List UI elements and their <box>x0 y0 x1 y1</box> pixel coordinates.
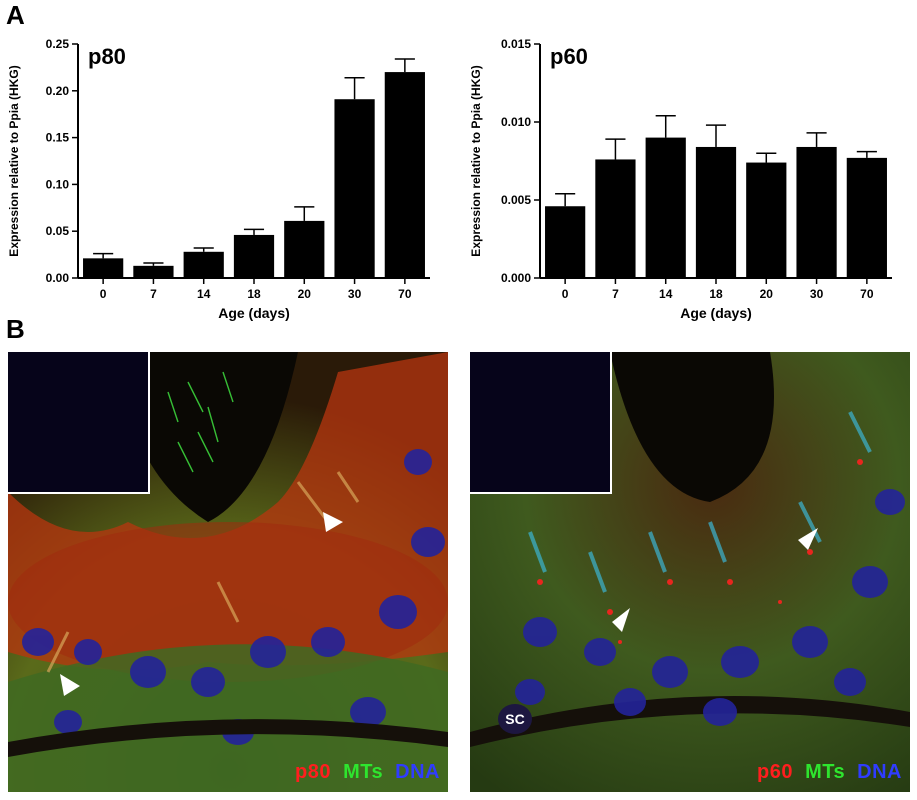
chart-p80: 0.00 0.05 0.10 0.15 0.20 0.25 0 7 14 18 20 30 70 p80 A… <box>7 37 430 321</box>
x-tick-label-30: 30 <box>348 287 362 301</box>
chart-p60: 0.000 0.005 0.010 0.015 0 7 14 18 20 30 70 p60 Age (… <box>469 37 892 321</box>
micrograph-p80: p80 MTs DNA <box>8 352 448 792</box>
panel-letter-b: B <box>6 314 25 344</box>
bar-18 <box>695 146 737 278</box>
x-tick-label-20: 20 <box>298 287 312 301</box>
x-tick-label-0: 0 <box>100 287 107 301</box>
x-tick-label-30: 30 <box>810 287 824 301</box>
y-tick-label: 0.015 <box>501 37 531 51</box>
y-tick-label: 0.05 <box>46 224 70 238</box>
bar-0 <box>545 206 586 278</box>
stain-label-mts: MTs <box>343 761 384 783</box>
y-tick-label: 0.005 <box>501 193 531 207</box>
panel-letter-a: A <box>6 0 25 30</box>
stain-label-dna: DNA <box>857 761 902 783</box>
sertoli-cell-marker: SC <box>498 704 532 734</box>
x-tick-label-14: 14 <box>659 287 673 301</box>
x-tick-label-14: 14 <box>197 287 211 301</box>
y-tick-label: 0.15 <box>46 131 70 145</box>
y-axis-label: Expression relative to Ppia (HKG) <box>469 65 483 256</box>
bar-18 <box>233 234 275 278</box>
y-tick-label: 0.25 <box>46 37 70 51</box>
stain-label-protein: p60 <box>757 761 794 783</box>
x-axis-label: Age (days) <box>218 305 290 321</box>
stain-label-dna: DNA <box>395 761 440 783</box>
bar-30 <box>334 99 375 278</box>
micrograph-p60-image <box>470 352 910 792</box>
bar-20 <box>284 220 325 278</box>
x-tick-label-0: 0 <box>562 287 569 301</box>
x-tick-label-20: 20 <box>760 287 774 301</box>
stain-label-protein: p80 <box>295 761 332 783</box>
y-tick-label: 0.20 <box>46 84 70 98</box>
chart-title: p80 <box>88 44 126 69</box>
x-tick-label-70: 70 <box>398 287 412 301</box>
y-axis-label: Expression relative to Ppia (HKG) <box>7 65 21 256</box>
inset-p60-control <box>470 352 612 494</box>
x-axis-label: Age (days) <box>680 305 752 321</box>
inset-p80-control <box>8 352 150 494</box>
y-tick-label: 0.000 <box>501 271 531 285</box>
stain-legend-p80: p80 MTs DNA <box>289 761 440 784</box>
bar-14 <box>645 137 686 278</box>
bar-70 <box>384 72 425 278</box>
micrograph-p60: SC p60 MTs DNA <box>470 352 910 792</box>
y-tick-label: 0.00 <box>46 271 70 285</box>
chart-title: p60 <box>550 44 588 69</box>
bar-70 <box>846 157 887 278</box>
stain-label-mts: MTs <box>805 761 846 783</box>
x-tick-label-70: 70 <box>860 287 874 301</box>
y-tick-label: 0.010 <box>501 115 531 129</box>
x-tick-label-7: 7 <box>612 287 619 301</box>
bar-7 <box>595 159 636 278</box>
y-tick-label: 0.10 <box>46 177 70 191</box>
x-tick-label-7: 7 <box>150 287 157 301</box>
bar-0 <box>83 258 124 278</box>
x-tick-label-18: 18 <box>709 287 723 301</box>
stain-legend-p60: p60 MTs DNA <box>751 761 902 784</box>
bar-14 <box>183 251 224 278</box>
x-tick-label-18: 18 <box>247 287 261 301</box>
bar-30 <box>796 146 837 278</box>
bar-7 <box>133 265 174 278</box>
bar-20 <box>746 162 787 278</box>
